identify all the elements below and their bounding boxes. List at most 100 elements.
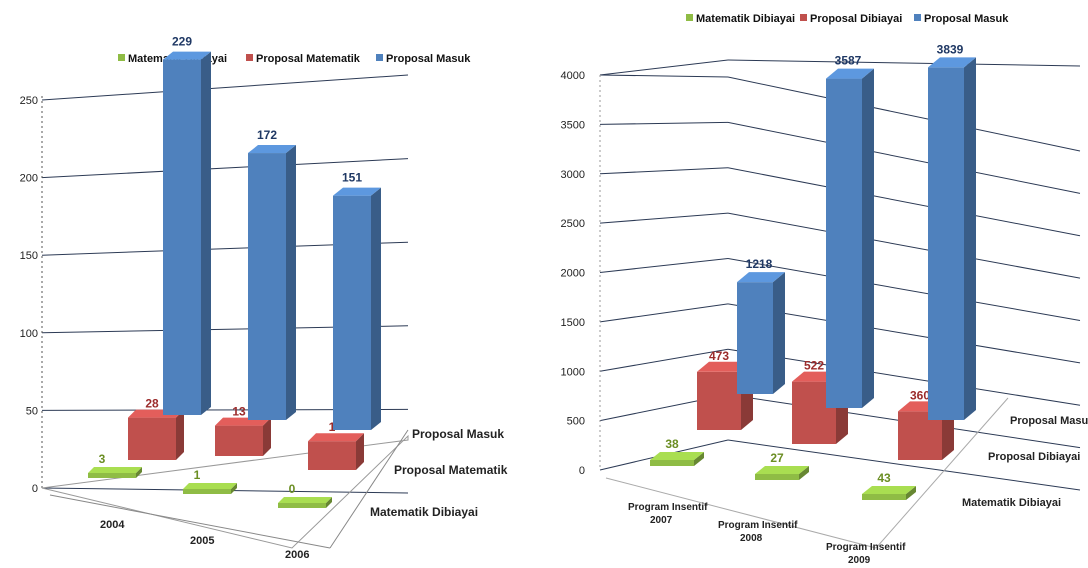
- bar: [128, 409, 184, 460]
- bar: [215, 417, 271, 456]
- bar-front: [755, 474, 799, 480]
- bar-top: [928, 57, 976, 68]
- bar-front: [333, 195, 371, 430]
- gridline: [599, 74, 729, 78]
- gridline: [727, 258, 1081, 321]
- data-label: 1218: [746, 257, 773, 271]
- data-label: 522: [804, 359, 824, 373]
- gridline: [599, 167, 729, 175]
- bar-top: [650, 452, 704, 460]
- y-tick-label: 1000: [561, 366, 585, 378]
- bar-side: [773, 272, 785, 394]
- y-tick-label: 50: [26, 405, 38, 417]
- bar-side: [799, 466, 809, 480]
- bar-front: [826, 78, 862, 408]
- bar-side: [136, 467, 142, 478]
- bar-top: [755, 466, 809, 474]
- series-axis-label: Matematik Dibiayai: [370, 505, 478, 519]
- bar: [737, 272, 785, 394]
- data-label: 229: [172, 35, 192, 49]
- data-label: 43: [877, 471, 891, 485]
- series-axis-label: Proposal Matematik: [394, 463, 508, 477]
- bar-top: [88, 467, 142, 473]
- gridline: [599, 258, 729, 273]
- bar: [248, 145, 296, 420]
- data-label: 473: [709, 349, 729, 363]
- y-tick-label: 2500: [561, 218, 585, 230]
- gridline: [41, 158, 409, 179]
- series-axis-label: Proposal Dibiayai: [988, 451, 1080, 463]
- legend-item: Proposal Masuk: [924, 13, 1009, 25]
- legend-swatch: [118, 54, 125, 61]
- series-axis-label: Matematik Dibiayai: [962, 497, 1061, 509]
- gridline: [727, 167, 1081, 237]
- y-tick-label: 200: [20, 173, 38, 185]
- data-label: 27: [770, 451, 784, 465]
- y-tick-label: 1500: [561, 317, 585, 329]
- bar-front: [88, 473, 136, 478]
- data-label: 3: [99, 452, 106, 466]
- bar-top: [333, 187, 381, 196]
- x-category-label: 2006: [285, 549, 309, 561]
- y-tick-label: 0: [32, 483, 38, 495]
- bar-side: [231, 483, 237, 494]
- bar-top: [183, 483, 237, 489]
- gridline: [727, 212, 1081, 279]
- gridline: [727, 76, 1081, 152]
- data-label: 1: [329, 420, 336, 434]
- bar-front: [128, 417, 176, 460]
- legend-item: Proposal Masuk: [386, 53, 471, 65]
- legend-item: Matematik Dibiayai: [696, 13, 795, 25]
- y-tick-label: 0: [579, 465, 585, 477]
- bar-side: [263, 417, 271, 456]
- bar-side: [176, 409, 184, 460]
- legend-swatch: [246, 54, 253, 61]
- bar-side: [356, 433, 364, 470]
- bar-side: [862, 68, 874, 408]
- data-label: 172: [257, 128, 277, 142]
- bar-top: [826, 68, 874, 79]
- bar-side: [694, 452, 704, 466]
- bar: [333, 187, 381, 430]
- bar: [278, 497, 332, 508]
- bar-front: [650, 460, 694, 466]
- bar-front: [308, 441, 356, 470]
- y-tick-label: 2000: [561, 268, 585, 280]
- series-axis-label: Proposal Masuk: [1010, 415, 1088, 427]
- bar-front: [163, 59, 201, 415]
- y-tick-label: 3500: [561, 119, 585, 131]
- data-label: 360: [910, 388, 930, 402]
- bar-front: [278, 503, 326, 508]
- floor-right-edge: [875, 397, 1009, 549]
- bar-top: [737, 272, 785, 283]
- bar: [928, 57, 976, 420]
- floor: [41, 434, 409, 549]
- gridline: [727, 348, 1081, 406]
- bar: [88, 467, 142, 478]
- bar-front: [697, 371, 741, 430]
- gridline: [599, 303, 729, 323]
- legend-item: Proposal Matematik: [256, 53, 361, 65]
- legend-swatch: [376, 54, 383, 61]
- x-category-label: 2005: [190, 535, 214, 547]
- gridline: [599, 348, 729, 372]
- bar-front: [215, 425, 263, 456]
- data-label: 38: [665, 437, 679, 451]
- gridline: [599, 212, 729, 224]
- x-category-label: Program Insentif 2007: [628, 502, 708, 526]
- bar: [650, 452, 704, 466]
- data-label: 0: [289, 482, 296, 496]
- y-tick-label: 100: [20, 328, 38, 340]
- y-tick-label: 3000: [561, 169, 585, 181]
- legend-swatch: [800, 14, 807, 21]
- bar-front: [928, 67, 964, 420]
- y-tick-label: 250: [20, 95, 38, 107]
- data-label: 3587: [835, 54, 862, 68]
- y-tick-label: 500: [567, 416, 585, 428]
- gridline: [599, 121, 729, 125]
- gridline: [727, 121, 1081, 194]
- data-label: 3839: [937, 42, 964, 56]
- data-label: 1: [194, 468, 201, 482]
